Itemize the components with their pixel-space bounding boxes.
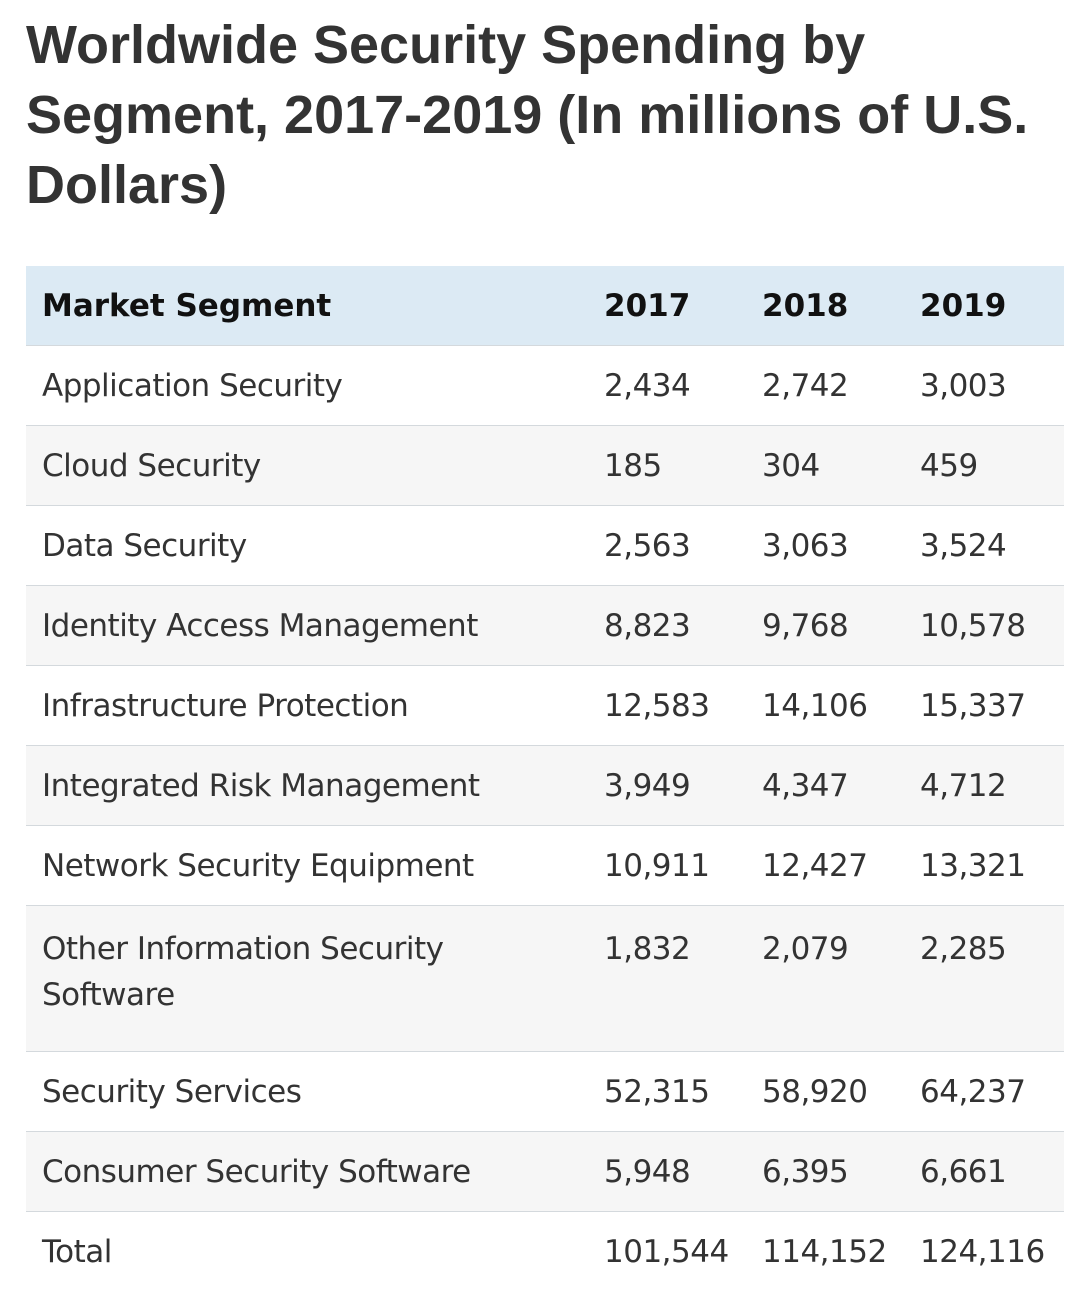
page-title: Worldwide Security Spending by Segment, … bbox=[26, 10, 1066, 220]
value-2017-cell: 10,911 bbox=[590, 826, 748, 906]
value-2017-cell: 1,832 bbox=[590, 906, 748, 1052]
table-row: Integrated Risk Management 3,949 4,347 4… bbox=[26, 746, 1064, 826]
segment-cell: Consumer Security Software bbox=[26, 1132, 590, 1212]
table-row: Identity Access Management 8,823 9,768 1… bbox=[26, 586, 1064, 666]
value-2019-cell: 15,337 bbox=[906, 666, 1064, 746]
value-2019-cell: 13,321 bbox=[906, 826, 1064, 906]
value-2019-cell: 2,285 bbox=[906, 906, 1064, 1052]
spending-table: Market Segment 2017 2018 2019 Applicatio… bbox=[26, 266, 1064, 1291]
value-2017-cell: 8,823 bbox=[590, 586, 748, 666]
segment-cell: Application Security bbox=[26, 346, 590, 426]
table-row: Application Security 2,434 2,742 3,003 bbox=[26, 346, 1064, 426]
value-2019-cell: 3,003 bbox=[906, 346, 1064, 426]
table-row: Network Security Equipment 10,911 12,427… bbox=[26, 826, 1064, 906]
table-row: Consumer Security Software 5,948 6,395 6… bbox=[26, 1132, 1064, 1212]
value-2017-cell: 12,583 bbox=[590, 666, 748, 746]
value-2018-cell: 4,347 bbox=[748, 746, 906, 826]
table-row: Infrastructure Protection 12,583 14,106 … bbox=[26, 666, 1064, 746]
segment-cell: Infrastructure Protection bbox=[26, 666, 590, 746]
value-2019-cell: 10,578 bbox=[906, 586, 1064, 666]
value-2019-cell: 3,524 bbox=[906, 506, 1064, 586]
segment-cell: Data Security bbox=[26, 506, 590, 586]
column-header-market-segment: Market Segment bbox=[26, 266, 590, 346]
segment-cell: Network Security Equipment bbox=[26, 826, 590, 906]
segment-cell: Identity Access Management bbox=[26, 586, 590, 666]
total-2017-cell: 101,544 bbox=[590, 1212, 748, 1291]
table-row: Cloud Security 185 304 459 bbox=[26, 426, 1064, 506]
value-2017-cell: 2,563 bbox=[590, 506, 748, 586]
table-row: Data Security 2,563 3,063 3,524 bbox=[26, 506, 1064, 586]
table-header-row: Market Segment 2017 2018 2019 bbox=[26, 266, 1064, 346]
value-2019-cell: 6,661 bbox=[906, 1132, 1064, 1212]
value-2018-cell: 3,063 bbox=[748, 506, 906, 586]
segment-cell: Cloud Security bbox=[26, 426, 590, 506]
total-label-cell: Total bbox=[26, 1212, 590, 1291]
total-2018-cell: 114,152 bbox=[748, 1212, 906, 1291]
value-2019-cell: 4,712 bbox=[906, 746, 1064, 826]
value-2018-cell: 9,768 bbox=[748, 586, 906, 666]
value-2017-cell: 185 bbox=[590, 426, 748, 506]
table-row: Security Services 52,315 58,920 64,237 bbox=[26, 1052, 1064, 1132]
value-2018-cell: 6,395 bbox=[748, 1132, 906, 1212]
value-2018-cell: 2,079 bbox=[748, 906, 906, 1052]
value-2017-cell: 2,434 bbox=[590, 346, 748, 426]
value-2017-cell: 5,948 bbox=[590, 1132, 748, 1212]
segment-cell: Security Services bbox=[26, 1052, 590, 1132]
value-2018-cell: 14,106 bbox=[748, 666, 906, 746]
segment-cell: Other Information Security Software bbox=[26, 906, 590, 1052]
column-header-2018: 2018 bbox=[748, 266, 906, 346]
value-2017-cell: 52,315 bbox=[590, 1052, 748, 1132]
total-2019-cell: 124,116 bbox=[906, 1212, 1064, 1291]
column-header-2019: 2019 bbox=[906, 266, 1064, 346]
value-2018-cell: 12,427 bbox=[748, 826, 906, 906]
segment-cell: Integrated Risk Management bbox=[26, 746, 590, 826]
value-2018-cell: 304 bbox=[748, 426, 906, 506]
table-total-row: Total 101,544 114,152 124,116 bbox=[26, 1212, 1064, 1291]
table-row: Other Information Security Software 1,83… bbox=[26, 906, 1064, 1052]
value-2018-cell: 2,742 bbox=[748, 346, 906, 426]
value-2017-cell: 3,949 bbox=[590, 746, 748, 826]
column-header-2017: 2017 bbox=[590, 266, 748, 346]
value-2018-cell: 58,920 bbox=[748, 1052, 906, 1132]
value-2019-cell: 459 bbox=[906, 426, 1064, 506]
value-2019-cell: 64,237 bbox=[906, 1052, 1064, 1132]
